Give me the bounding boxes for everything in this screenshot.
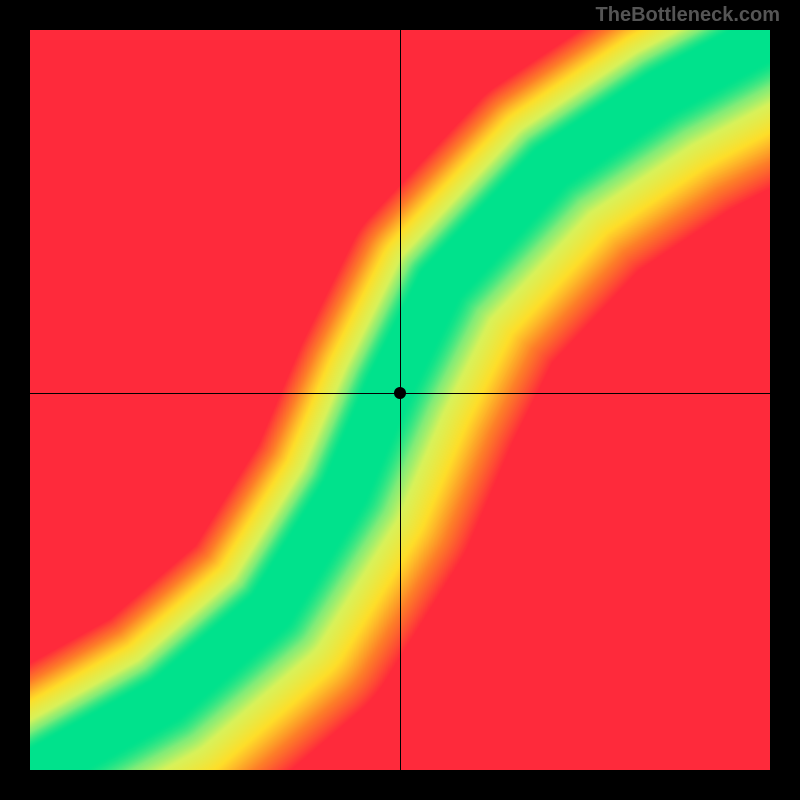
heatmap-plot (30, 30, 770, 770)
watermark-text: TheBottleneck.com (596, 4, 780, 27)
chart-frame: TheBottleneck.com (0, 0, 800, 800)
crosshair-vertical (400, 30, 401, 770)
crosshair-marker (394, 387, 406, 399)
